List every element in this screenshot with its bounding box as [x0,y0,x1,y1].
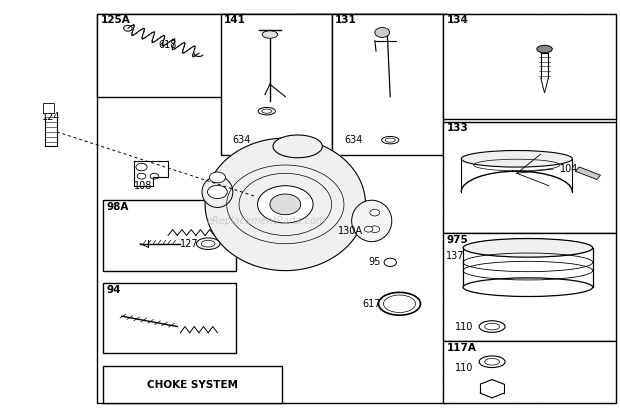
Polygon shape [205,138,366,271]
Text: 110: 110 [455,363,474,373]
Ellipse shape [463,239,593,257]
Text: 141: 141 [224,15,246,25]
Text: 134: 134 [446,15,468,25]
Text: 975: 975 [446,235,468,245]
Circle shape [370,209,379,216]
Text: 124: 124 [42,112,60,122]
Text: 133: 133 [446,123,468,133]
Ellipse shape [537,45,552,53]
Circle shape [257,186,313,223]
Text: 130A: 130A [338,226,363,236]
Bar [104,200,236,271]
Bar [575,167,601,179]
Bar [443,14,616,403]
Text: 131: 131 [335,15,357,25]
Bar [298,14,443,55]
Circle shape [270,194,301,215]
Circle shape [365,226,373,232]
Text: 618: 618 [159,40,177,50]
Text: 98A: 98A [107,202,130,212]
Ellipse shape [262,31,278,38]
Text: 108: 108 [134,181,153,191]
Text: 110: 110 [455,322,474,332]
Text: 617: 617 [363,299,381,309]
Text: 104: 104 [560,164,578,174]
Bar [104,283,236,354]
Text: 117A: 117A [446,343,476,353]
Text: 125A: 125A [101,15,131,25]
Text: 634: 634 [233,135,251,145]
Bar [443,341,616,403]
Ellipse shape [197,238,220,249]
Bar [443,234,616,341]
Text: 634: 634 [344,135,362,145]
Ellipse shape [352,200,392,241]
Text: CHOKE SYSTEM: CHOKE SYSTEM [147,379,238,389]
Bar [97,14,446,403]
Circle shape [375,28,389,38]
Text: eReplacementParts.com: eReplacementParts.com [207,216,327,226]
Bar [332,14,443,155]
Bar [443,121,616,234]
Bar [443,14,616,119]
Ellipse shape [202,240,215,247]
Text: 95: 95 [369,257,381,267]
Circle shape [210,172,226,183]
Bar [43,103,54,113]
Text: 137: 137 [446,251,464,261]
Circle shape [208,185,228,198]
Circle shape [384,258,396,266]
Ellipse shape [479,321,505,332]
Ellipse shape [202,176,233,208]
Text: 94: 94 [107,285,122,295]
Bar [104,366,282,403]
Ellipse shape [461,151,572,167]
Text: 127: 127 [180,239,199,249]
Circle shape [370,226,379,233]
Ellipse shape [485,359,500,365]
Ellipse shape [485,323,500,330]
Ellipse shape [273,135,322,158]
Bar [97,14,446,97]
Ellipse shape [463,278,593,296]
Bar [221,14,332,155]
Ellipse shape [479,356,505,367]
